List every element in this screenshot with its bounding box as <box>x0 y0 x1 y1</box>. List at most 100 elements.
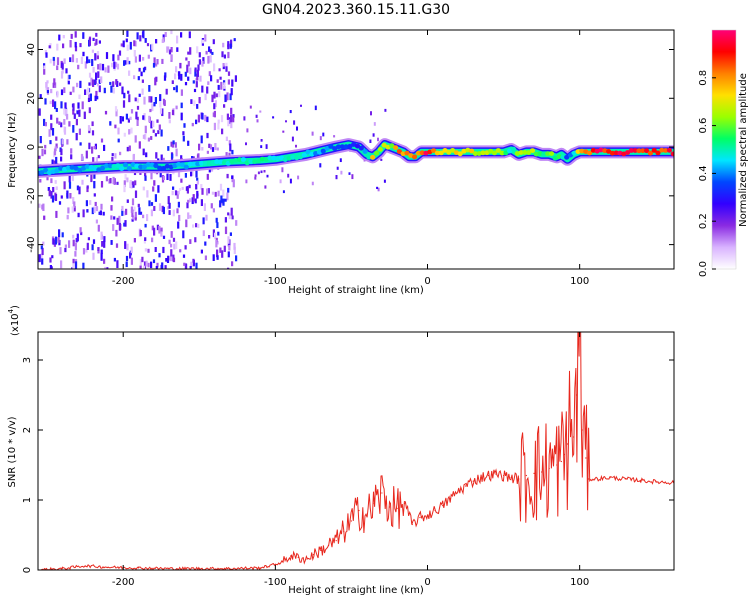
noise-speck <box>53 78 56 86</box>
noise-speck <box>39 136 42 144</box>
noise-speck <box>226 92 229 101</box>
noise-speck <box>373 122 376 126</box>
noise-speck <box>112 54 115 62</box>
snr-data-point <box>282 561 284 563</box>
noise-speck <box>109 81 112 85</box>
noise-speck <box>164 32 167 37</box>
noise-speck <box>134 40 137 47</box>
noise-speck <box>72 239 75 247</box>
ridge-cell <box>666 147 673 153</box>
noise-speck <box>164 72 167 78</box>
noise-speck <box>201 39 205 44</box>
snr-data-point <box>569 429 572 431</box>
ridge-cell <box>533 151 539 157</box>
noise-speck <box>158 124 161 130</box>
noise-speck <box>205 50 208 55</box>
noise-speck <box>161 262 164 269</box>
noise-speck <box>198 143 201 151</box>
snr-data-point <box>305 558 307 561</box>
snr-data-point <box>566 443 569 445</box>
noise-speck <box>56 57 60 66</box>
ridge-cell <box>647 150 654 156</box>
noise-speck <box>40 245 43 250</box>
noise-speck <box>87 87 90 95</box>
snr-data-point <box>556 464 558 466</box>
noise-speck <box>51 128 55 136</box>
noise-speck <box>133 75 136 80</box>
colorbar-frame <box>711 29 737 270</box>
noise-speck <box>133 206 136 212</box>
noise-speck <box>109 178 112 184</box>
colorbar-tick-label: 0.6 <box>698 118 709 134</box>
noise-speck <box>170 249 173 257</box>
snr-data-point <box>655 481 657 483</box>
noise-speck <box>372 133 375 137</box>
ridge-cell <box>491 150 498 156</box>
noise-speck <box>183 123 186 128</box>
noise-speck <box>196 104 199 109</box>
noise-speck <box>151 237 154 243</box>
noise-speck <box>63 108 66 115</box>
noise-speck <box>134 135 137 143</box>
noise-speck <box>200 249 203 254</box>
noise-speck <box>88 107 91 114</box>
noise-speck <box>90 77 93 86</box>
noise-speck <box>233 246 236 255</box>
noise-speck <box>206 132 209 139</box>
noise-speck <box>50 191 53 199</box>
noise-speck <box>208 168 211 173</box>
noise-speck <box>130 127 133 134</box>
noise-speck <box>204 114 207 122</box>
noise-speck <box>47 187 50 191</box>
noise-speck <box>146 43 150 47</box>
noise-speck <box>152 129 155 133</box>
noise-speck <box>193 88 197 93</box>
noise-speck <box>201 112 204 120</box>
noise-speck <box>215 240 218 248</box>
ridge-cell <box>628 148 635 153</box>
noise-speck <box>319 163 322 168</box>
noise-speck <box>54 180 57 184</box>
noise-speck <box>99 63 102 71</box>
noise-speck <box>92 157 95 164</box>
noise-speck <box>101 241 104 247</box>
noise-speck <box>204 241 207 246</box>
noise-speck <box>72 109 75 115</box>
noise-speck <box>189 215 192 219</box>
noise-speck <box>227 71 231 76</box>
noise-speck <box>71 267 74 269</box>
noise-speck <box>39 179 42 183</box>
noise-speck <box>94 80 97 84</box>
colorbar: 0.0 0.2 0.4 0.6 0.8 Normalized spectral ampl… <box>698 29 749 277</box>
noise-speck <box>48 189 51 197</box>
noise-speck <box>233 242 236 250</box>
noise-speck <box>210 203 213 209</box>
noise-speck <box>209 144 213 150</box>
noise-speck <box>94 95 97 102</box>
noise-speck <box>231 261 234 267</box>
ridge-cell <box>366 154 372 160</box>
snr-data-point <box>61 568 63 570</box>
noise-speck <box>52 56 55 61</box>
ridge-cell <box>560 154 566 160</box>
ridge-cell <box>632 148 638 153</box>
noise-speck <box>84 61 87 69</box>
noise-speck <box>190 99 193 104</box>
noise-speck <box>162 98 166 105</box>
noise-speck <box>380 158 383 161</box>
noise-speck <box>114 153 117 159</box>
noise-speck <box>180 89 183 96</box>
noise-speck <box>234 75 237 82</box>
noise-speck <box>224 217 227 223</box>
noise-speck <box>229 43 232 49</box>
noise-speck <box>235 255 238 262</box>
noise-speck <box>70 33 73 39</box>
noise-speck <box>230 39 233 48</box>
noise-speck <box>213 103 216 110</box>
noise-speck <box>168 112 171 119</box>
noise-speck <box>142 30 145 39</box>
noise-speck <box>144 125 147 134</box>
ridge-cell <box>625 150 631 155</box>
noise-speck <box>126 30 129 37</box>
noise-speck <box>46 90 49 94</box>
